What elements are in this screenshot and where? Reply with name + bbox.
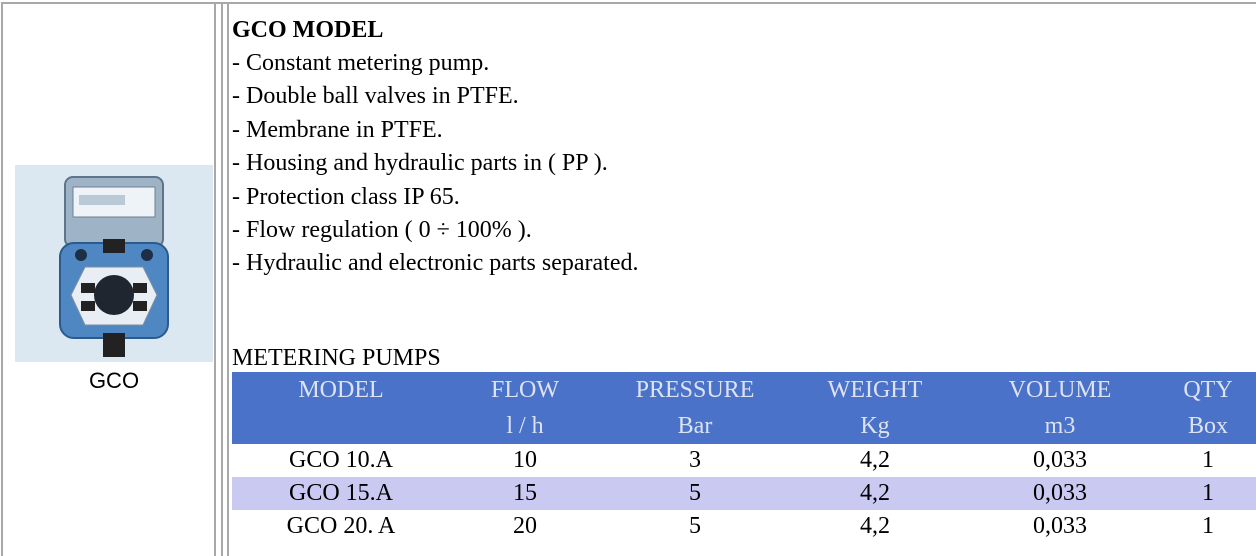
bullet-list: - Constant metering pump. - Double ball v… (232, 47, 638, 281)
table-cell: GCO 10.A (288, 447, 393, 473)
header-cell: VOLUME (960, 372, 1160, 408)
header-cell: WEIGHT (790, 372, 960, 408)
table-cell: 0,033 (1033, 513, 1087, 539)
table-cell: 1 (1202, 447, 1214, 473)
image-caption: GCO (88, 368, 140, 393)
table-cell: 5 (600, 477, 790, 510)
bullet: - Double ball valves in PTFE. (232, 83, 519, 110)
header-cell: Box (1160, 408, 1256, 444)
cell-border (227, 2, 229, 556)
header-cell: Bar (600, 408, 790, 444)
header-cell (232, 408, 450, 444)
table-cell: 5 (689, 513, 701, 539)
table-cell: 0,033 (960, 477, 1160, 510)
bullet: - Hydraulic and electronic parts separat… (232, 250, 639, 277)
header-cell: Kg (790, 408, 960, 444)
table-cell: GCO 15.A (232, 477, 450, 510)
title: GCO MODEL (232, 17, 384, 43)
table-cell: 4,2 (860, 447, 890, 473)
table-cell: 20 (513, 513, 537, 539)
header-cell: FLOW (450, 372, 600, 408)
header-cell: PRESSURE (600, 372, 790, 408)
table-cell: GCO 20. A (286, 513, 396, 539)
header-row: l / h Bar Kg m3 Box (232, 408, 1256, 444)
table-cell: 1 (1160, 477, 1256, 510)
border-top (2, 2, 1256, 4)
table-cell: 3 (689, 447, 701, 473)
section-title: METERING PUMPS (232, 345, 441, 371)
table-cell: 1 (1202, 513, 1214, 539)
bullet: - Membrane in PTFE. (232, 116, 443, 143)
bullet: - Constant metering pump. (232, 50, 490, 76)
table-cell: 0,033 (1033, 447, 1087, 473)
header-cell: QTY (1160, 372, 1256, 408)
table-row: GCO 20. A 20 5 4,2 0,033 1 (232, 510, 1256, 543)
bullet: - Housing and hydraulic parts in ( PP ). (232, 150, 608, 177)
product-image (15, 165, 213, 362)
table-cell: 4,2 (790, 477, 960, 510)
cell-border (221, 2, 223, 556)
header-cell: m3 (960, 408, 1160, 444)
header-row: MODEL FLOW PRESSURE WEIGHT VOLUME QTY (232, 372, 1256, 408)
spec-table: MODEL FLOW PRESSURE WEIGHT VOLUME QTY l / h Bar… (232, 372, 1256, 543)
table-row: GCO 15.A 15 5 4,2 0,033 1 (232, 477, 1256, 510)
table-cell: 15 (450, 477, 600, 510)
table-cell: 10 (513, 447, 537, 473)
header-cell: l / h (450, 408, 600, 444)
table-cell: 4,2 (860, 513, 890, 539)
header-cell: MODEL (232, 372, 450, 408)
cell-border (214, 2, 216, 556)
border-left (1, 2, 3, 556)
table-row: GCO 10.A 10 3 4,2 0,033 1 (232, 444, 1256, 477)
bullet: - Flow regulation ( 0 ÷ 100% ). (232, 217, 532, 244)
bullet: - Protection class IP 65. (232, 183, 460, 210)
